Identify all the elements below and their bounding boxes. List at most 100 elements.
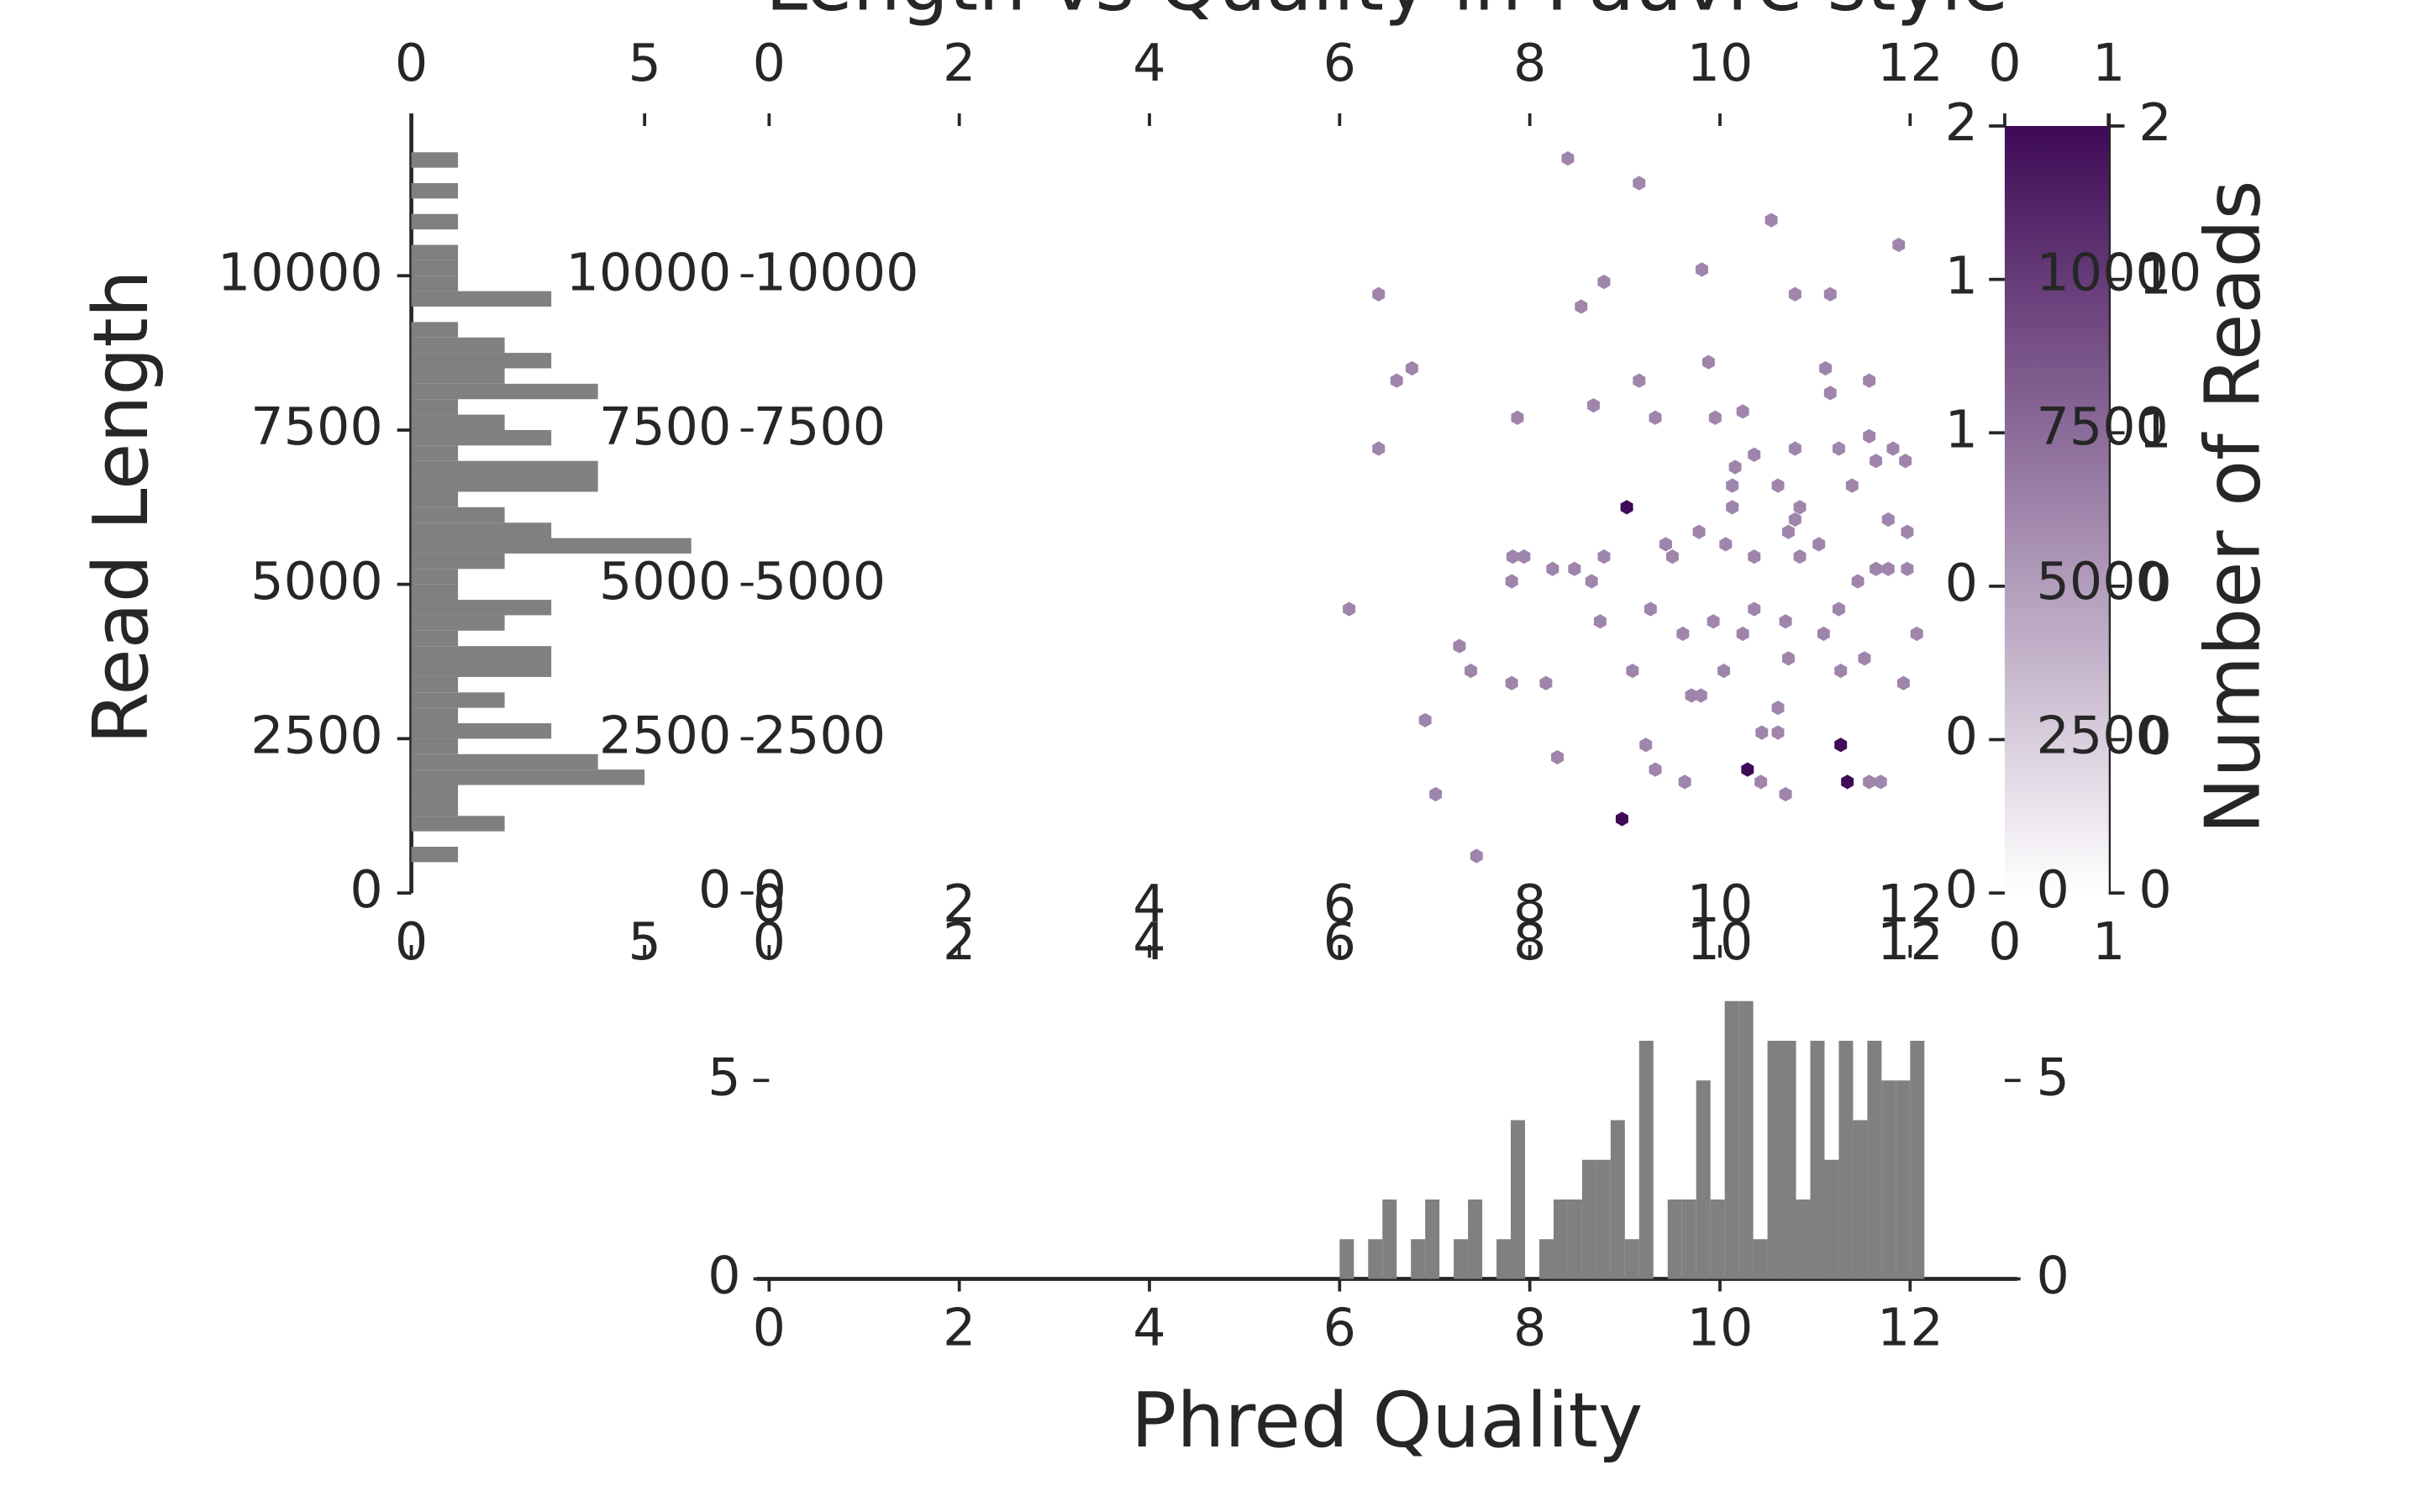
x-tick-label: 12	[1877, 1297, 1943, 1357]
length-hist-bar	[411, 353, 552, 369]
x-tick-label: 10	[1687, 874, 1754, 934]
y-tick-label: 5	[2036, 1047, 2069, 1107]
hexbin	[1719, 537, 1733, 552]
x-tick-label: 6	[1323, 1297, 1356, 1357]
quality-hist-bar	[1581, 1159, 1596, 1279]
quality-hist-bar	[1724, 1000, 1739, 1279]
quality-hist-bar	[1638, 1041, 1654, 1279]
hexbin	[1546, 561, 1559, 576]
x-tick-label: 6	[1323, 874, 1356, 934]
x-tick-label: 8	[1513, 33, 1546, 93]
length-hist-bar	[411, 600, 552, 616]
quality-hist-bar	[1881, 1080, 1896, 1279]
hexbin	[1726, 500, 1739, 515]
hexbin	[1470, 848, 1483, 864]
x-tick-label: 0	[395, 911, 428, 972]
y-tick-label: 7500	[599, 396, 731, 457]
hexbin	[1832, 601, 1845, 617]
hexbin	[1405, 360, 1418, 376]
length-hist-bar	[411, 615, 505, 631]
length-hist-bar	[411, 152, 459, 168]
hexbin	[1505, 675, 1518, 690]
hexbin	[1587, 397, 1600, 413]
length-hist-bar	[411, 460, 598, 477]
y-tick-label: 0	[698, 859, 731, 920]
hexbin	[1694, 688, 1707, 703]
quality-hist-bar	[1553, 1200, 1568, 1279]
y-tick-label: 1	[2138, 246, 2171, 307]
length-hist-bar	[411, 738, 459, 754]
hexbin	[1736, 404, 1749, 419]
colorbar-label: Number of Reads	[2189, 181, 2277, 834]
quality-hist-bar	[1667, 1200, 1682, 1279]
hexbin	[1863, 774, 1876, 790]
y-tick-label: 0	[2138, 706, 2171, 767]
length-hist-bar	[411, 661, 552, 677]
hexbin	[1643, 601, 1657, 617]
quality-hist-bar	[1767, 1041, 1782, 1279]
length-hist-bar	[411, 491, 459, 507]
x-tick-label: 0	[753, 911, 786, 972]
hexbin	[1901, 561, 1914, 576]
y-tick-label: 5000	[2036, 551, 2168, 612]
length-hist-bar	[411, 800, 459, 816]
x-axis-label: Phred Quality	[1131, 1377, 1643, 1465]
hexbin	[1755, 725, 1769, 740]
quality-hist-bar	[1838, 1041, 1854, 1279]
y-tick-label: 0	[1945, 706, 1978, 767]
hexbin	[1736, 626, 1749, 642]
quality-hist-bar	[1738, 1000, 1754, 1279]
x-tick-label: 0	[753, 33, 786, 93]
hexbin	[1708, 410, 1722, 425]
hexbin	[1517, 549, 1531, 564]
x-tick-label: 6	[1323, 33, 1356, 93]
length-hist-bar	[411, 816, 505, 832]
hexbin	[1678, 774, 1691, 790]
hexbin	[1453, 638, 1466, 654]
length-hist-bar	[411, 584, 459, 601]
quality-hist-bar	[1824, 1159, 1839, 1279]
hexbin	[1788, 512, 1801, 528]
x-tick-label: 4	[1133, 874, 1165, 934]
hexbin	[1343, 601, 1356, 617]
x-tick-label: 0	[753, 874, 786, 934]
hexbin	[1597, 549, 1611, 564]
quality-hist-bar	[1796, 1200, 1811, 1279]
hexbin	[1505, 574, 1518, 589]
x-tick-label: 12	[1877, 874, 1943, 934]
hexbin	[1748, 601, 1761, 617]
y-tick-label: 2500	[250, 705, 382, 765]
quality-hist-bar	[1810, 1041, 1825, 1279]
hexbin	[1823, 386, 1837, 401]
length-hist-bar	[411, 646, 552, 662]
hexbin	[1812, 537, 1826, 552]
hexbin	[1597, 274, 1611, 290]
y-tick-label: 1	[2138, 399, 2171, 459]
y-tick-label: 5000	[599, 551, 731, 612]
hexbin	[1901, 524, 1914, 539]
y-tick-label: 10000	[2036, 242, 2201, 302]
hexbin	[1899, 454, 1912, 469]
length-hist-bar	[411, 183, 459, 199]
hexbin	[1615, 811, 1628, 827]
length-hist-bar	[411, 569, 459, 585]
hexbin	[1817, 626, 1830, 642]
hexbin	[1372, 441, 1386, 456]
quality-hist-bar	[1910, 1041, 1925, 1279]
length-hist-bar	[411, 707, 459, 724]
hexbin	[1793, 549, 1807, 564]
length-hist-bar	[411, 507, 505, 523]
quality-hist-bar	[1511, 1120, 1526, 1279]
y-tick-label: 2500	[754, 705, 886, 765]
y-tick-label: 0	[2036, 859, 2069, 920]
y-tick-label: 0	[2036, 1246, 2069, 1306]
x-tick-label: 0	[395, 33, 428, 93]
quality-hist-bar	[1710, 1200, 1725, 1279]
hexbin	[1886, 441, 1900, 456]
quality-hist-bar	[1624, 1239, 1639, 1279]
hexbin	[1892, 237, 1906, 253]
y-tick-label: 5000	[754, 551, 886, 612]
y-tick-label: 5000	[250, 551, 382, 612]
y-tick-label: 2	[1945, 92, 1978, 153]
